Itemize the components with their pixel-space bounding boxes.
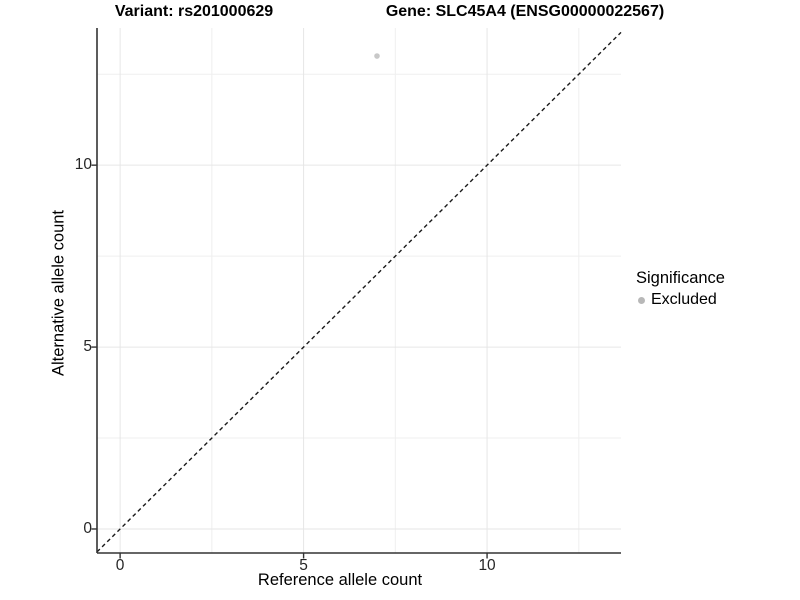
y-tick-label: 10 bbox=[74, 156, 92, 174]
data-point bbox=[374, 53, 380, 59]
y-tick-label: 0 bbox=[83, 519, 92, 537]
legend: Significance Excluded bbox=[636, 268, 725, 309]
x-tick-label: 10 bbox=[478, 557, 496, 574]
y-axis-label: Alternative allele count bbox=[49, 209, 68, 377]
identity-line bbox=[96, 31, 622, 553]
x-tick-label: 0 bbox=[115, 557, 125, 574]
variant-title: Variant: rs201000629 bbox=[114, 3, 274, 20]
excluded-point-icon bbox=[638, 296, 645, 304]
x-axis-label: Reference allele count bbox=[257, 571, 423, 589]
y-tick-label: 5 bbox=[83, 338, 92, 356]
gene-title: Gene: SLC45A4 (ENSG00000022567) bbox=[385, 3, 665, 20]
x-tick-label: 5 bbox=[299, 557, 308, 574]
legend-item-excluded: Excluded bbox=[636, 291, 725, 309]
legend-item-label: Excluded bbox=[651, 291, 717, 308]
legend-title: Significance bbox=[636, 269, 725, 287]
